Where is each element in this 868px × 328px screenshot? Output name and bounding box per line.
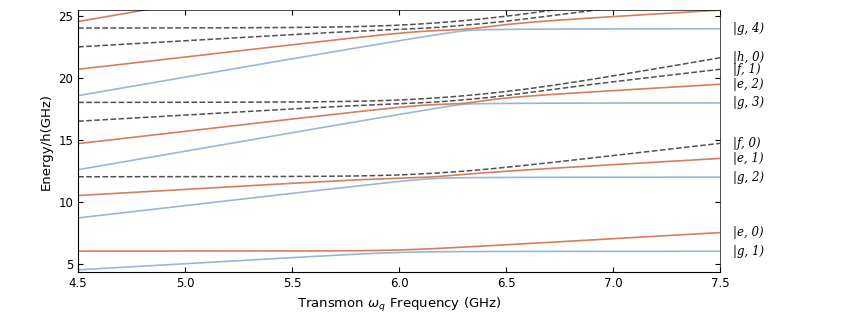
X-axis label: Transmon $\omega_q$ Frequency (GHz): Transmon $\omega_q$ Frequency (GHz)	[297, 296, 502, 314]
Text: |e, 2): |e, 2)	[733, 78, 764, 91]
Text: |g, 4): |g, 4)	[733, 22, 765, 35]
Text: |g, 1): |g, 1)	[733, 245, 765, 258]
Text: |h, 0): |h, 0)	[733, 51, 765, 64]
Y-axis label: Energy/h(GHz): Energy/h(GHz)	[40, 92, 53, 190]
Text: |e, 1): |e, 1)	[733, 152, 764, 165]
Text: |g, 3): |g, 3)	[733, 96, 765, 110]
Text: |g, 2): |g, 2)	[733, 171, 765, 184]
Text: |f, 1): |f, 1)	[733, 63, 761, 76]
Text: |e, 0): |e, 0)	[733, 226, 764, 239]
Text: |f, 0): |f, 0)	[733, 137, 761, 150]
